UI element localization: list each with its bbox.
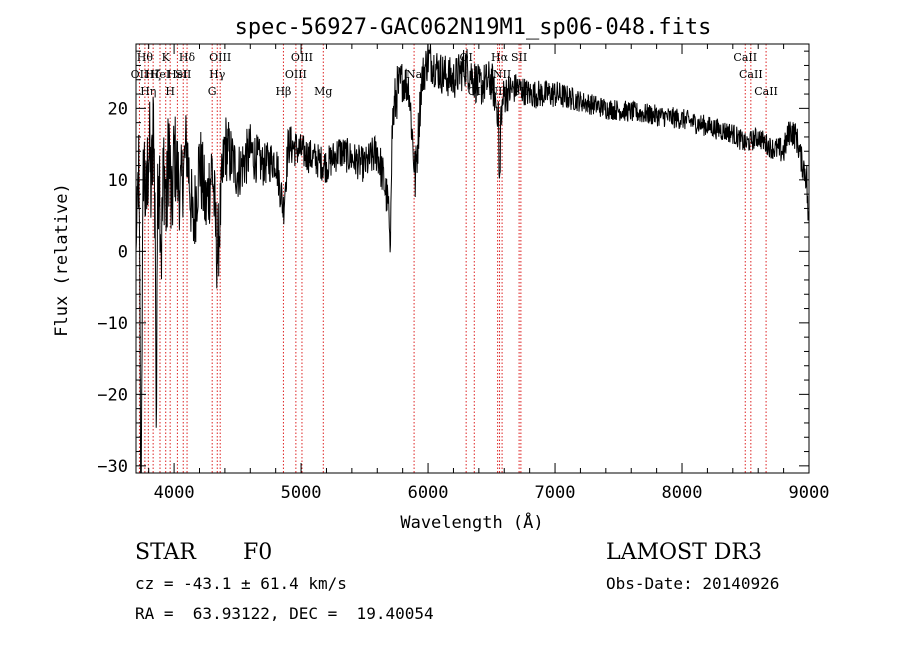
x-axis-label: Wavelength (Å) (400, 511, 543, 533)
x-tick-label: 9000 (789, 483, 830, 503)
spectral-line-label: HeI (167, 68, 187, 81)
y-tick-label: 0 (118, 242, 128, 262)
survey-name: LAMOST DR3 (606, 540, 762, 565)
y-tick-label: −10 (97, 314, 128, 334)
spectral-line-label: Hγ (209, 68, 226, 81)
spectral-line-label: OII (131, 68, 149, 81)
plot-frame (135, 43, 810, 474)
spectral-line-label: CaII (733, 51, 757, 64)
spectral-line-label: Hβ (275, 85, 291, 98)
y-axis-label: Flux (relative) (52, 183, 72, 337)
spectral-line-label: G (208, 85, 217, 98)
x-axis-ticks: 4000 5000 6000 7000 8000 9000 (148, 44, 830, 503)
spectral-line-label: CaII (739, 68, 763, 81)
y-tick-label: 20 (108, 99, 128, 119)
chart-title: spec-56927-GAC062N19M1_sp06-048.fits (235, 15, 712, 40)
spectral-line-label: Mg (314, 85, 332, 98)
y-tick-label: −20 (97, 385, 128, 405)
object-subclass: F0 (243, 540, 273, 565)
spectral-line-label: HeI (150, 68, 170, 81)
spectral-line-label: OIII (291, 51, 313, 64)
y-axis-ticks: −30 −20 −10 0 10 20 (97, 50, 809, 477)
y-tick-label: −30 (97, 457, 128, 477)
spectral-line-label: Hζ (145, 68, 161, 81)
x-tick-label: 5000 (281, 483, 322, 503)
spectral-line-label: Na (406, 68, 423, 81)
flux-series-line (135, 44, 810, 474)
x-tick-label: 7000 (535, 483, 576, 503)
spectral-line-markers (138, 44, 767, 473)
spectral-line-label: SII (175, 68, 191, 81)
spectral-line-label: Hδ (179, 51, 196, 64)
object-class: STAR (135, 540, 196, 565)
spectral-line-label: Hη (140, 85, 156, 98)
spectral-line-label: SII (511, 51, 527, 64)
spectral-line-label: H (165, 85, 175, 98)
spectral-line-label: OIII (209, 51, 231, 64)
coordinates: RA = 63.93122, DEC = 19.40054 (135, 604, 434, 623)
x-tick-label: 8000 (662, 483, 703, 503)
y-tick-label: 10 (108, 171, 128, 191)
spectral-line-label: OIII (285, 68, 307, 81)
x-tick-label: 4000 (154, 483, 195, 503)
spectral-line-label: K (162, 51, 171, 64)
spectral-line-label: CaII (754, 85, 778, 98)
spectral-line-label: Hα (491, 51, 509, 64)
x-tick-label: 6000 (408, 483, 449, 503)
spectral-line-label: Hθ (137, 51, 154, 64)
redshift-velocity: cz = -43.1 ± 61.4 km/s (135, 574, 347, 593)
spectral-line-label: NII (493, 68, 511, 81)
observation-date: Obs-Date: 20140926 (606, 574, 780, 593)
